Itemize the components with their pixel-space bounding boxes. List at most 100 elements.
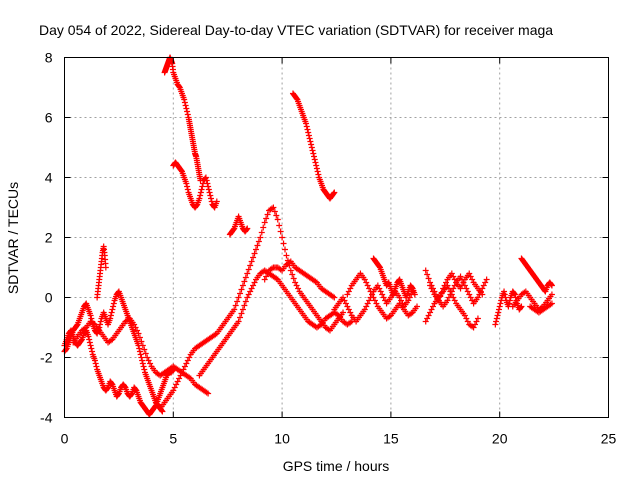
series-arc-q — [427, 273, 490, 310]
data-point — [445, 294, 452, 301]
y-tick-label: 8 — [45, 50, 53, 66]
data-point — [517, 304, 524, 311]
data-point — [271, 208, 278, 215]
data-point — [183, 360, 190, 367]
data-point — [425, 275, 432, 282]
data-point — [280, 240, 287, 247]
data-point — [241, 302, 248, 309]
data-point — [451, 297, 458, 304]
data-point — [371, 297, 378, 304]
data-point — [283, 252, 290, 259]
data-point — [548, 300, 555, 307]
chart-title: Day 054 of 2022, Sidereal Day-to-day VTE… — [39, 22, 553, 38]
data-point — [199, 183, 206, 190]
data-point — [244, 270, 251, 277]
y-tick-label: 4 — [45, 170, 53, 186]
data-point — [88, 345, 95, 352]
data-point — [282, 246, 289, 253]
data-point — [411, 291, 418, 298]
data-point — [548, 282, 555, 289]
data-point — [204, 180, 211, 187]
data-point — [276, 222, 283, 229]
data-point — [495, 309, 502, 316]
data-point — [208, 195, 215, 202]
series-arc-k — [261, 258, 338, 301]
data-point — [239, 306, 246, 313]
data-point — [313, 165, 320, 172]
data-point — [258, 229, 265, 236]
data-point — [137, 351, 144, 358]
data-point — [464, 288, 471, 295]
data-point — [142, 350, 149, 357]
data-point — [428, 306, 435, 313]
data-point — [85, 333, 92, 340]
data-point — [477, 288, 484, 295]
data-point — [91, 357, 98, 364]
data-point — [247, 262, 254, 269]
data-point — [303, 123, 310, 130]
data-point — [270, 204, 277, 211]
data-point — [347, 309, 354, 316]
data-point — [369, 291, 376, 298]
data-point — [310, 150, 317, 157]
data-point — [197, 192, 204, 199]
data-point — [450, 273, 457, 280]
data-point — [451, 282, 458, 289]
data-point — [136, 345, 143, 352]
data-point — [245, 291, 252, 298]
data-point — [237, 314, 244, 321]
data-point — [376, 285, 383, 292]
data-point — [241, 278, 248, 285]
data-point — [136, 348, 143, 355]
data-point — [182, 102, 189, 109]
data-point — [205, 186, 212, 193]
data-point — [88, 315, 95, 322]
data-point — [373, 300, 380, 307]
data-point — [363, 279, 370, 286]
y-tick-label: -2 — [40, 350, 53, 366]
data-point — [312, 159, 319, 166]
data-point — [493, 318, 500, 325]
data-point — [424, 271, 431, 278]
data-point — [308, 141, 315, 148]
data-point — [424, 315, 431, 322]
data-point — [176, 375, 183, 382]
x-axis-label: GPS time / hours — [283, 458, 390, 474]
data-point — [450, 285, 457, 292]
data-point — [139, 360, 146, 367]
series-arc-d — [94, 243, 109, 301]
data-point — [497, 300, 504, 307]
series-arc-n — [370, 255, 418, 301]
data-point — [330, 190, 337, 197]
data-point — [184, 183, 191, 190]
data-point — [548, 291, 555, 298]
data-point — [141, 366, 148, 373]
series-arc-f — [170, 159, 220, 211]
series-arc-g — [289, 90, 338, 202]
data-point — [380, 294, 387, 301]
data-point — [379, 291, 386, 298]
data-point — [422, 267, 429, 274]
data-point — [303, 120, 310, 127]
series-arc-p — [422, 282, 481, 331]
series-arc-j — [226, 213, 251, 238]
data-point — [427, 282, 434, 289]
data-point — [461, 282, 468, 289]
data-point — [370, 294, 377, 301]
data-point — [86, 336, 93, 343]
y-tick-label: 6 — [45, 110, 53, 126]
series-arc-s — [518, 255, 555, 295]
data-point — [139, 357, 146, 364]
data-point — [257, 234, 264, 241]
data-point — [447, 291, 454, 298]
data-point — [174, 378, 181, 385]
data-point — [135, 330, 142, 337]
data-point — [451, 276, 458, 283]
data-point — [289, 271, 296, 278]
data-point — [501, 288, 508, 295]
data-point — [234, 298, 241, 305]
data-point — [279, 234, 286, 241]
data-point — [340, 309, 347, 316]
data-point — [473, 318, 480, 325]
grid-lines — [64, 57, 609, 418]
